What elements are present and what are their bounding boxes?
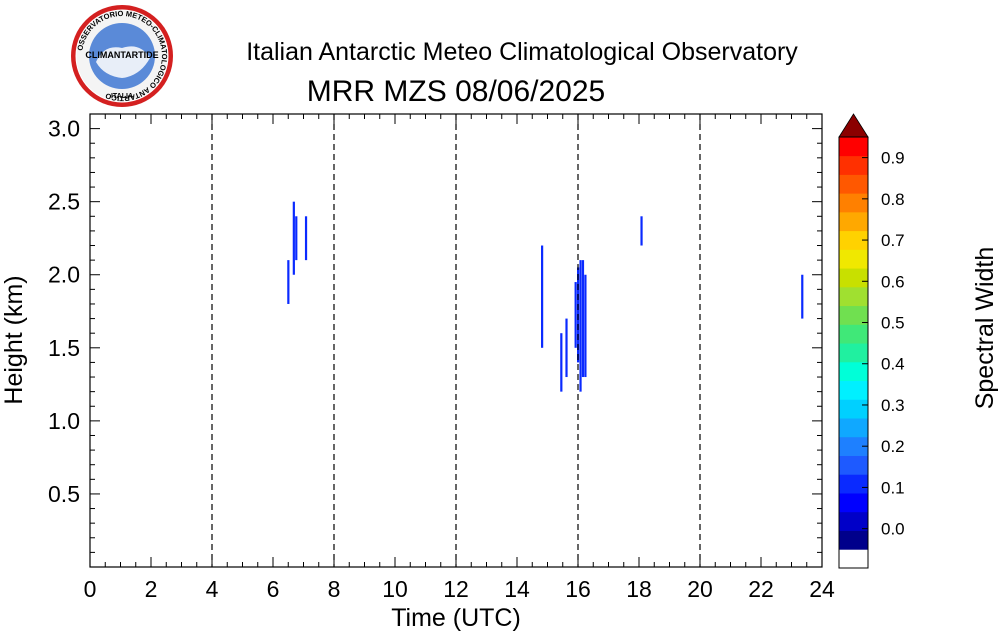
colorbar-tick-label: 0.0 — [881, 520, 905, 539]
colorbar-tick-label: 0.1 — [881, 478, 905, 497]
x-tick-label: 18 — [626, 576, 652, 602]
colorbar-tick-label: 0.8 — [881, 190, 905, 209]
climantartide-logo: OSSERVATORIO METEO-CLIMATOLOGICO ANTARTI… — [71, 5, 173, 107]
colorbar: 0.0 0.1 0.2 0.3 0.4 0.5 0.6 0.7 0.8 0.9 — [838, 113, 905, 569]
colorbar-swatch — [839, 249, 868, 269]
data-cell-11 — [584, 274, 587, 378]
colorbar-swatch — [839, 399, 868, 419]
colorbar-swatch — [839, 155, 868, 175]
data-cell-12 — [640, 216, 643, 246]
y-tick-label: 0.5 — [48, 481, 80, 507]
logo-antarctica-shape — [96, 46, 150, 78]
colorbar-tick-label: 0.2 — [881, 437, 905, 456]
data-cell-3 — [304, 216, 308, 261]
colorbar-swatch — [839, 511, 868, 531]
colorbar-swatch — [839, 474, 868, 494]
colorbar-swatch — [839, 418, 868, 438]
data-cell-0 — [287, 260, 290, 304]
x-tick-label: 24 — [809, 576, 835, 602]
colorbar-swatch — [839, 324, 868, 344]
data-cell-1 — [292, 201, 295, 275]
y-tick-label: 1.5 — [48, 335, 80, 361]
data-cell-5 — [560, 333, 563, 392]
x-tick-label: 4 — [206, 576, 219, 602]
colorbar-below-range — [838, 548, 869, 569]
x-axis-label: Time (UTC) — [391, 604, 521, 632]
data-cell-6 — [565, 318, 568, 378]
colorbar-tick-label: 0.4 — [881, 355, 905, 374]
colorbar-tick-label: 0.5 — [881, 314, 905, 333]
colorbar-swatch — [839, 286, 868, 307]
colorbar-above-triangle — [838, 113, 869, 138]
x-tick-label: 10 — [382, 576, 408, 602]
y-tick-label: 2.5 — [48, 189, 80, 215]
colorbar-swatch — [839, 174, 868, 194]
chart-subtitle: MRR MZS 08/06/2025 — [307, 75, 605, 108]
colorbar-tick-label: 0.3 — [881, 396, 905, 415]
colorbar-swatch — [839, 436, 868, 456]
colorbar-swatch — [839, 230, 868, 250]
y-axis-label: Height (km) — [0, 275, 28, 404]
colorbar-swatch — [839, 305, 868, 325]
y-tick-label: 2.0 — [48, 262, 80, 288]
x-tick-label: 12 — [443, 576, 469, 602]
x-tick-label: 6 — [267, 576, 280, 602]
colorbar-swatch — [839, 193, 868, 213]
colorbar-tick-label: 0.9 — [881, 149, 905, 168]
logo-bottom-text: ITALIA — [111, 93, 133, 100]
colorbar-tick-label: 0.7 — [881, 231, 905, 250]
colorbar-label: Spectral Width — [971, 247, 999, 410]
data-cell-7 — [574, 282, 577, 348]
data-cell-9 — [579, 260, 582, 392]
chart-title: Italian Antarctic Meteo Climatological O… — [246, 38, 798, 66]
x-tick-label: 14 — [504, 576, 530, 602]
colorbar-swatch — [839, 493, 868, 513]
colorbar-swatch — [839, 211, 868, 232]
data-cells — [287, 201, 804, 392]
data-cell-10 — [581, 260, 585, 378]
y-tick-label: 3.0 — [48, 116, 80, 142]
data-cell-13 — [801, 274, 804, 319]
x-axis-ticks: 0 2 4 6 8 10 12 14 16 18 20 22 24 — [84, 114, 835, 602]
x-tick-label: 2 — [145, 576, 158, 602]
colorbar-frame — [838, 136, 869, 569]
x-tick-label: 8 — [328, 576, 341, 602]
data-cell-4 — [541, 245, 544, 348]
colorbar-swatch — [839, 455, 868, 475]
logo-center-text: CLIMANTARTIDE — [85, 50, 158, 60]
colorbar-swatch — [839, 361, 868, 382]
colorbar-tick-label: 0.6 — [881, 272, 905, 291]
x-tick-label: 16 — [565, 576, 591, 602]
y-tick-label: 1.0 — [48, 408, 80, 434]
x-tick-label: 22 — [748, 576, 774, 602]
colorbar-swatch — [839, 530, 868, 550]
colorbar-swatch — [839, 343, 868, 363]
x-tick-label: 20 — [687, 576, 713, 602]
colorbar-swatch — [839, 268, 868, 288]
x-tick-label: 0 — [84, 576, 97, 602]
time-divider-lines — [211, 114, 701, 567]
colorbar-swatch — [839, 137, 868, 157]
y-axis-ticks: 0.5 1.0 1.5 2.0 2.5 3.0 — [48, 113, 822, 553]
data-cell-2 — [295, 216, 298, 261]
colorbar-swatch — [839, 380, 868, 400]
